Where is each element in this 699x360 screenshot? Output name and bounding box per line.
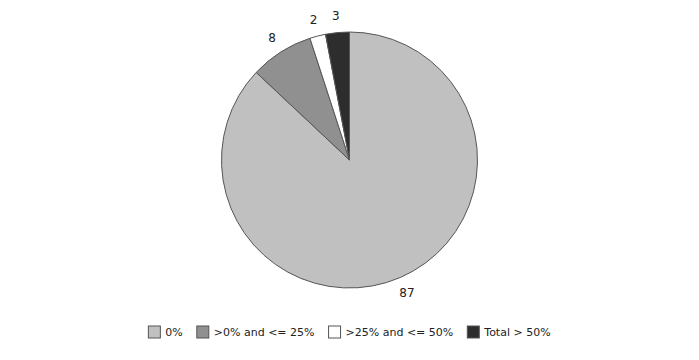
data-labels: 87 8 23 xyxy=(268,9,414,300)
data-label: 3 xyxy=(332,9,340,23)
chart: 87 8 23 0% >0% and <= 25% >25% and <= 50% Tota… xyxy=(0,0,699,360)
legend-label: 0% xyxy=(165,326,182,339)
legend-swatch xyxy=(197,326,209,338)
slice xyxy=(221,32,477,288)
legend: 0% >0% and <= 25% >25% and <= 50% Total > 5… xyxy=(148,326,550,339)
slice xyxy=(326,32,350,160)
data-label: 8 xyxy=(268,31,276,45)
legend-label: >0% and <= 25% xyxy=(214,326,315,339)
legend-swatch xyxy=(148,326,160,338)
data-label: 87 xyxy=(399,286,414,300)
legend-swatch xyxy=(467,326,479,338)
legend-label: Total > 50% xyxy=(483,326,550,339)
data-label: 2 xyxy=(310,13,318,27)
legend-swatch xyxy=(329,326,341,338)
slices xyxy=(221,32,477,288)
legend-label: >25% and <= 50% xyxy=(346,326,454,339)
